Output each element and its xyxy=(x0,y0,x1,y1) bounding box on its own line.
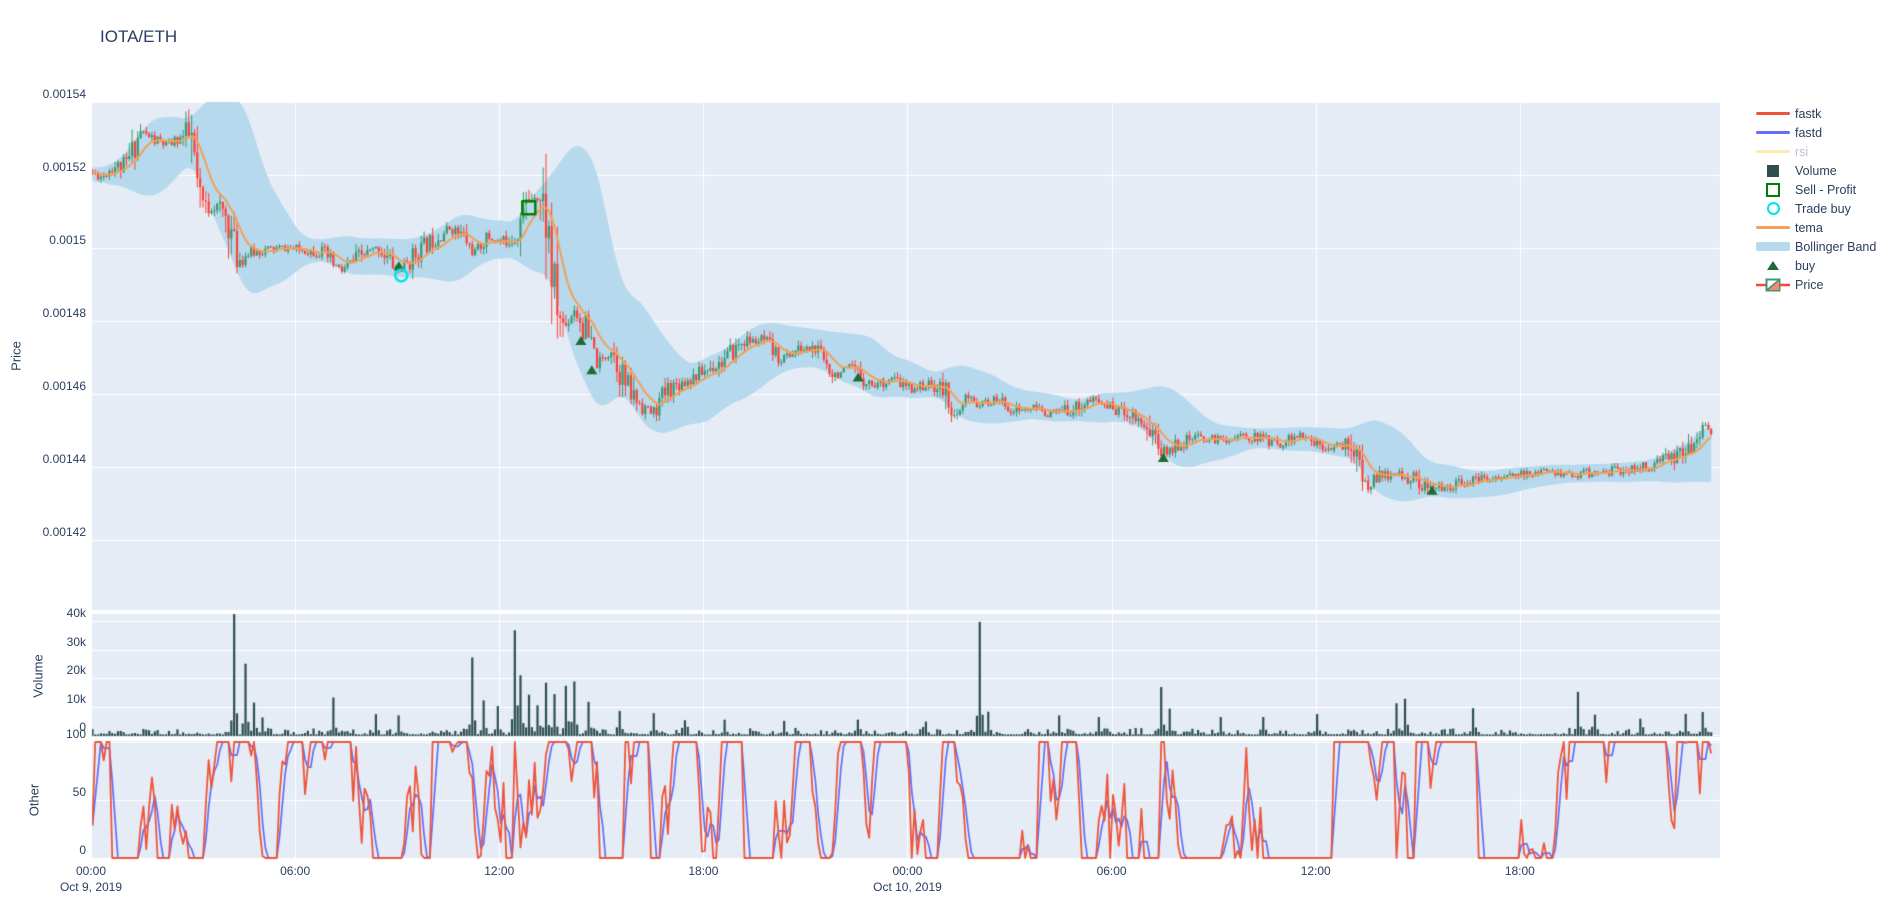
legend-item-buy[interactable]: buy xyxy=(1756,256,1876,275)
fastd-line-icon xyxy=(1756,131,1790,134)
sell-profit-square-icon xyxy=(1756,182,1790,197)
price-candle-icon xyxy=(1756,277,1790,293)
rsi-line-icon xyxy=(1756,150,1790,153)
bollinger-band-icon xyxy=(1756,242,1790,251)
legend-item-label: Bollinger Band xyxy=(1795,239,1877,254)
legend-item-label: Price xyxy=(1795,277,1824,292)
volume-square-icon xyxy=(1756,164,1790,177)
legend-item-fastk[interactable]: fastk xyxy=(1756,104,1876,123)
legend-item-label: fastd xyxy=(1795,125,1823,140)
fastk-line-icon xyxy=(1756,112,1790,115)
legend-item-tema[interactable]: tema xyxy=(1756,218,1876,237)
legend-item-rsi[interactable]: rsi xyxy=(1756,142,1876,161)
other-axis-title: Other xyxy=(26,783,42,817)
legend-item-label: fastk xyxy=(1795,106,1822,121)
legend-item-volume[interactable]: Volume xyxy=(1756,161,1876,180)
legend: fastk fastd rsi Volume Sell - Profit Tra… xyxy=(1756,104,1876,294)
tema-line-icon xyxy=(1756,226,1790,229)
legend-item-label: Trade buy xyxy=(1795,201,1851,216)
legend-item-fastd[interactable]: fastd xyxy=(1756,123,1876,142)
buy-triangle-icon xyxy=(1756,261,1790,270)
legend-item-sell-profit[interactable]: Sell - Profit xyxy=(1756,180,1876,199)
legend-item-label: Sell - Profit xyxy=(1795,182,1857,197)
page-title: IOTA/ETH xyxy=(100,27,178,46)
legend-item-trade-buy[interactable]: Trade buy xyxy=(1756,199,1876,218)
trade-buy-circle-icon xyxy=(1756,202,1790,215)
legend-item-label: rsi xyxy=(1795,144,1809,159)
legend-item-price[interactable]: Price xyxy=(1756,275,1876,294)
price-axis-title: Price xyxy=(8,341,24,371)
legend-item-label: tema xyxy=(1795,220,1823,235)
volume-axis-title: Volume xyxy=(30,654,46,698)
legend-item-label: Volume xyxy=(1795,163,1837,178)
legend-item-label: buy xyxy=(1795,258,1816,273)
legend-item-bollinger-band[interactable]: Bollinger Band xyxy=(1756,237,1876,256)
